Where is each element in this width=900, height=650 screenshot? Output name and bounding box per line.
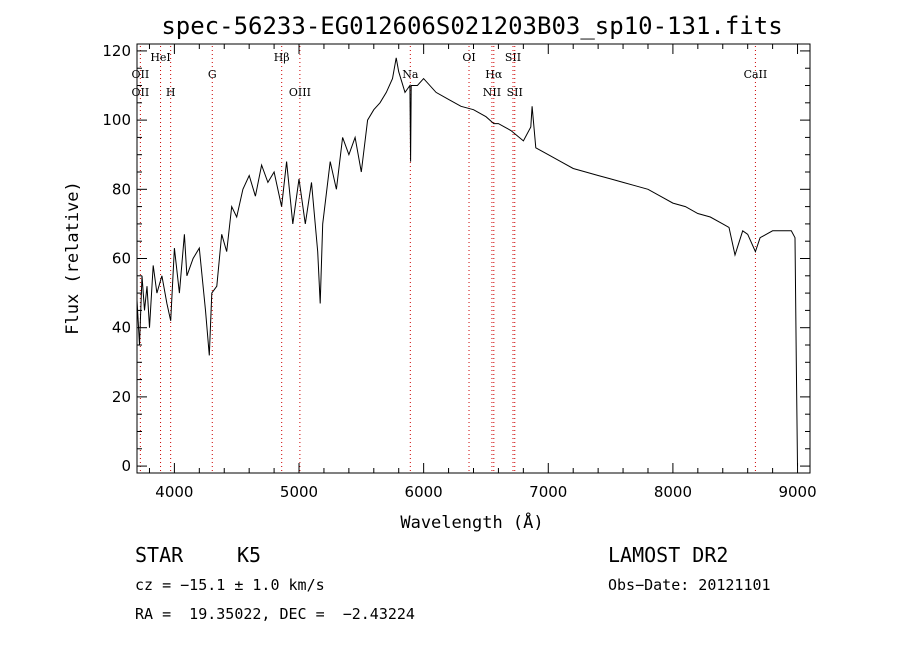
redshift-cz: cz = −15.1 ± 1.0 km/s bbox=[135, 576, 325, 594]
x-tick-label: 7000 bbox=[529, 483, 567, 501]
y-tick-label: 40 bbox=[112, 319, 131, 337]
chart-title: spec-56233-EG012606S021203B03_sp10-131.f… bbox=[161, 12, 782, 40]
y-tick-label: 0 bbox=[121, 457, 131, 475]
coordinates: RA = 19.35022, DEC = −2.43224 bbox=[135, 605, 415, 623]
emission-line-label: CaII bbox=[744, 68, 768, 81]
emission-line-label: HeI bbox=[150, 51, 170, 64]
obs-date: Obs−Date: 20121101 bbox=[608, 576, 771, 594]
x-tick-label: 8000 bbox=[654, 483, 692, 501]
emission-line-label: OI bbox=[462, 51, 475, 64]
emission-line-label: Hα bbox=[485, 68, 503, 81]
y-axis-label: Flux (relative) bbox=[63, 181, 83, 335]
emission-line-label: SII bbox=[507, 86, 523, 99]
x-tick-label: 4000 bbox=[155, 483, 193, 501]
survey-name: LAMOST DR2 bbox=[608, 543, 729, 567]
emission-line-label: Hβ bbox=[274, 51, 290, 64]
y-axis-ticks: 0 20 40 60 80 100 120 bbox=[102, 42, 810, 475]
spectrum-chart: spec-56233-EG012606S021203B03_sp10-131.f… bbox=[63, 12, 817, 533]
x-axis-ticks: 4000 5000 6000 7000 8000 9000 bbox=[148, 44, 817, 501]
y-tick-label: 20 bbox=[112, 388, 131, 406]
x-axis-label: Wavelength (Å) bbox=[400, 511, 543, 533]
x-tick-label: 6000 bbox=[405, 483, 443, 501]
emission-line-label: OII bbox=[132, 86, 150, 99]
emission-line-label: SII bbox=[505, 51, 521, 64]
emission-line-label: NII bbox=[483, 86, 501, 99]
y-tick-label: 120 bbox=[102, 42, 131, 60]
y-tick-label: 80 bbox=[112, 180, 131, 198]
plot-frame bbox=[136, 43, 811, 474]
emission-line-label: OIII bbox=[289, 86, 311, 99]
emission-line-label: Na bbox=[402, 68, 419, 81]
y-tick-label: 100 bbox=[102, 111, 131, 129]
emission-line-label: OII bbox=[132, 68, 150, 81]
emission-line-label: H bbox=[166, 86, 176, 99]
emission-line-label: G bbox=[208, 68, 217, 81]
spectrum-line bbox=[136, 57, 798, 467]
object-subclass: K5 bbox=[237, 543, 262, 567]
x-tick-label: 5000 bbox=[280, 483, 318, 501]
x-tick-label: 9000 bbox=[778, 483, 816, 501]
y-tick-label: 60 bbox=[112, 250, 131, 268]
object-class: STAR bbox=[135, 543, 184, 567]
